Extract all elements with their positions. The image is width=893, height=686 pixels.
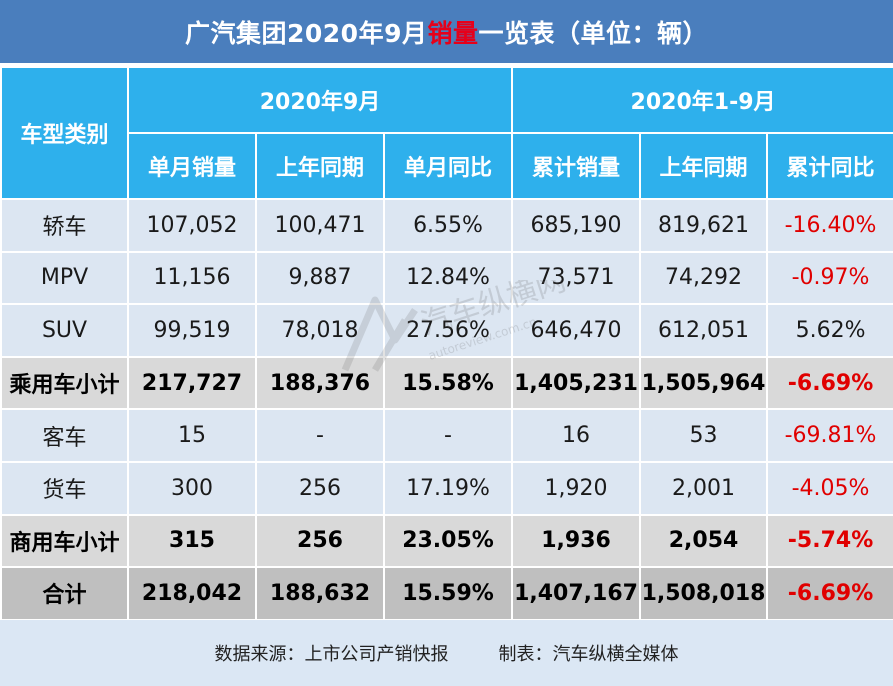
header-group-ytd: 2020年1-9月 [511,66,893,134]
table-cell: 256 [255,460,385,516]
table-cell: 1,407,167 [511,566,642,621]
table-cell: 217,727 [127,355,257,411]
table-cell: 107,052 [127,198,257,253]
table-cell: 256 [255,513,385,569]
table-cell: 5.62% [766,303,893,358]
table-cell: 1,505,964 [639,355,769,411]
header-col-ytd-yoy: 累计同比 [766,132,893,200]
table-cell: 685,190 [511,198,642,253]
table-row: MPV 11,156 9,887 12.84% 73,571 74,292 -0.97% [0,250,893,306]
table-cell: - [255,408,385,463]
row-label: SUV [0,303,129,358]
table-cell: 188,632 [255,566,385,621]
table-cell: 1,508,018 [639,566,769,621]
table-row: 商用车小计 315 256 23.05% 1,936 2,054 -5.74% [0,513,893,569]
table-cell: 53 [639,408,769,463]
row-label: 乘用车小计 [0,355,129,411]
table-row: 乘用车小计 217,727 188,376 15.58% 1,405,231 1,505,… [0,355,893,411]
header-col-prev-year-ytd: 上年同期 [639,132,769,200]
title-part2: 一览表（单位：辆） [478,18,708,48]
table-row: 轿车 107,052 100,471 6.55% 685,190 819,621 -16.4… [0,198,893,253]
table-cell: 11,156 [127,250,257,306]
table-cell: 27.56% [382,303,514,358]
table-cell: 300 [127,460,257,516]
title-highlight: 销量 [427,18,479,48]
table-cell: 6.55% [382,198,514,253]
table-cell: 646,470 [511,303,642,358]
row-label: 客车 [0,408,129,463]
table-cell: 73,571 [511,250,642,306]
table-cell: 100,471 [255,198,385,253]
table-cell: 74,292 [639,250,769,306]
table-cell: -0.97% [766,250,893,306]
header-col-monthly-sales: 单月销量 [127,132,257,200]
table-cell: 15 [127,408,257,463]
footer-maker: 制表：汽车纵横全媒体 [498,644,679,665]
table-row: 合计 218,042 188,632 15.59% 1,407,167 1,508,018… [0,566,893,621]
footer: 数据来源：上市公司产销快报 制表：汽车纵横全媒体 [0,620,893,686]
row-label: 商用车小计 [0,513,129,569]
table-cell: -4.05% [766,460,893,516]
table-row: 客车 15- -16 53 -69.81% [0,408,893,463]
table-cell: 218,042 [127,566,257,621]
table-cell: 12.84% [382,250,514,306]
table-row: 货车 300 256 17.19% 1,920 2,001 -4.05% [0,460,893,516]
table-cell: -6.69% [766,566,893,621]
table-cell: -69.81% [766,408,893,463]
header-col-prev-year-month: 上年同期 [255,132,385,200]
table-cell: 315 [127,513,257,569]
sales-table: 车型类别 2020年9月 2020年1-9月 单月销量 上年同期 单月同比 累计… [0,66,893,621]
table-cell: - [382,408,514,463]
table-cell: 612,051 [639,303,769,358]
table-cell: -16.40% [766,198,893,253]
table-cell: 16 [511,408,642,463]
table-cell: 9,887 [255,250,385,306]
page-title: 广汽集团2020年9月 销量 一览表（单位：辆） [0,0,893,66]
row-label: 合计 [0,566,129,621]
table-row: SUV 99,519 78,018 27.56% 646,470 612,051 5.62% [0,303,893,358]
table-cell: -5.74% [766,513,893,569]
row-label: 货车 [0,460,129,516]
table-cell: 2,001 [639,460,769,516]
header-col-monthly-yoy: 单月同比 [382,132,514,200]
table-cell: 78,018 [255,303,385,358]
table-cell: 1,405,231 [511,355,642,411]
table-cell: 819,621 [639,198,769,253]
table-cell: 99,519 [127,303,257,358]
header-col-ytd-sales: 累计销量 [511,132,642,200]
table-cell: 1,920 [511,460,642,516]
table-cell: 17.19% [382,460,514,516]
table-cell: 188,376 [255,355,385,411]
table-cell: 15.58% [382,355,514,411]
row-label: 轿车 [0,198,129,253]
table-cell: 23.05% [382,513,514,569]
table-body: 轿车 107,052 100,471 6.55% 685,190 819,621 -16.4… [0,198,893,621]
title-part1: 广汽集团2020年9月 [184,18,428,48]
table-cell: 15.59% [382,566,514,621]
header-group-month: 2020年9月 [126,66,514,134]
table-cell: 1,936 [511,513,642,569]
header-category: 车型类别 [0,66,129,200]
table-cell: -6.69% [766,355,893,411]
row-label: MPV [0,250,129,306]
footer-source: 数据来源：上市公司产销快报 [214,644,449,665]
table-cell: 2,054 [639,513,769,569]
